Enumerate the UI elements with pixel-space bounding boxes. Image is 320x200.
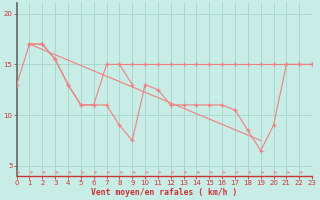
X-axis label: Vent moyen/en rafales ( km/h ): Vent moyen/en rafales ( km/h ) xyxy=(91,188,237,197)
